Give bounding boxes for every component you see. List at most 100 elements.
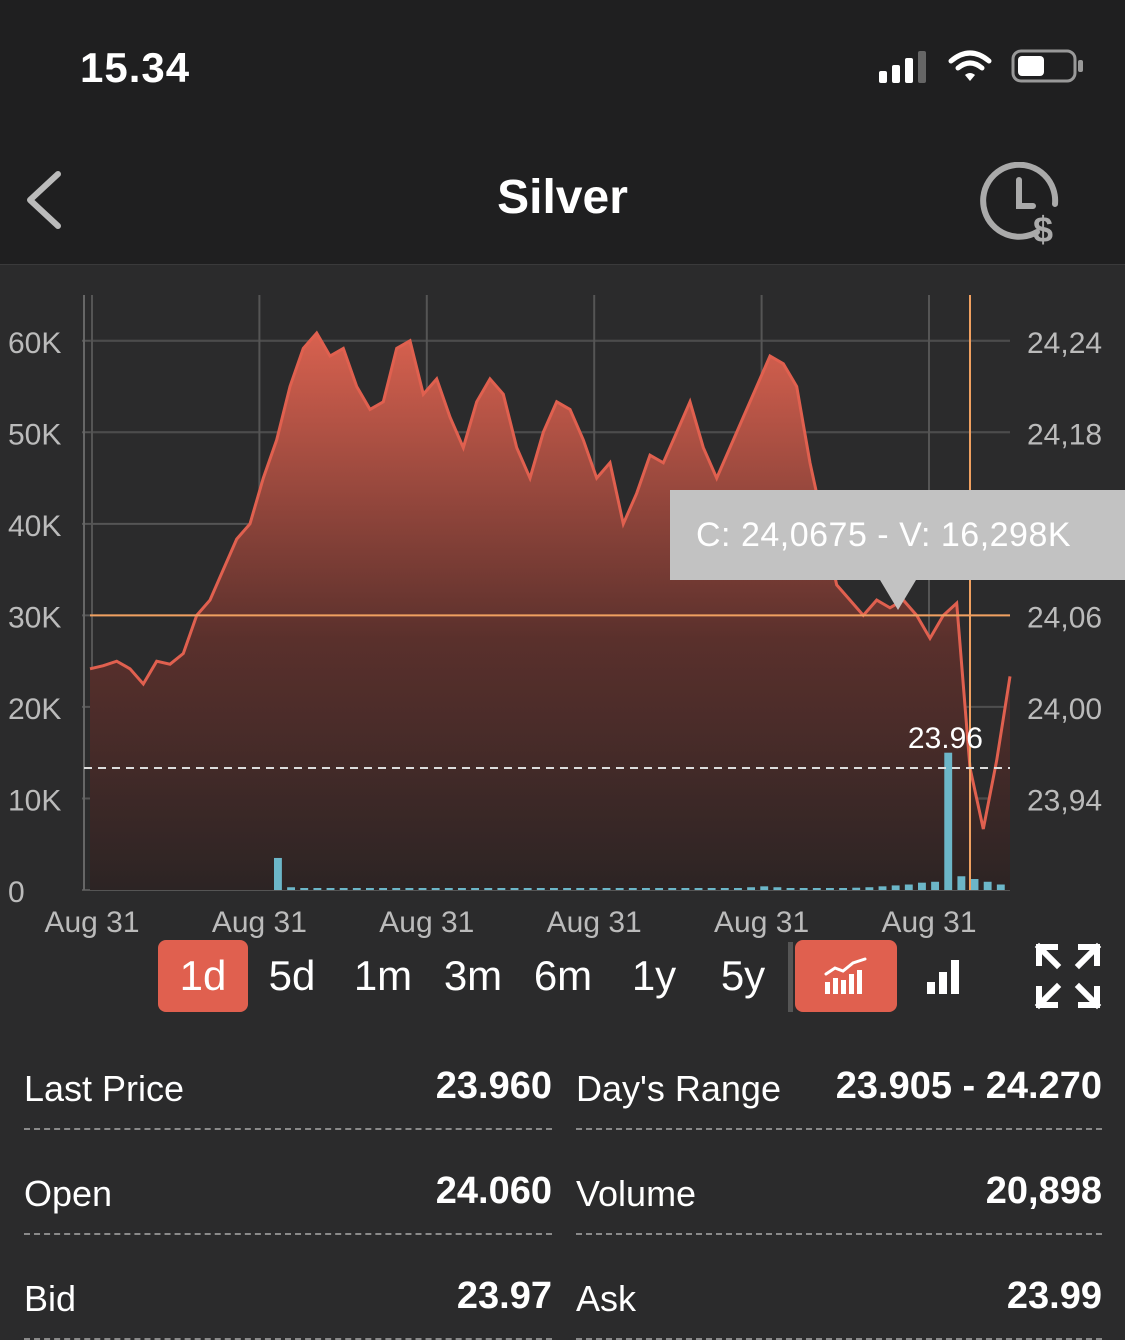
right-axis-tick: 24,06: [1027, 601, 1102, 634]
volume-bar: [300, 888, 309, 890]
stat-last-price: Last Price 23.960: [24, 1040, 552, 1130]
stat-ask: Ask 23.99: [576, 1250, 1102, 1340]
range-1y-button[interactable]: 1y: [631, 952, 677, 999]
volume-bar: [431, 888, 440, 890]
area-chart-mode-button[interactable]: [795, 940, 897, 1012]
volume-bar: [773, 887, 782, 890]
volume-bar: [471, 888, 480, 890]
volume-bar: [747, 887, 756, 890]
volume-bar: [918, 882, 926, 890]
left-axis-tick: 40K: [8, 510, 61, 543]
chevron-left-icon: [27, 171, 61, 229]
volume-bar: [681, 888, 690, 890]
right-axis-tick: 24,18: [1027, 418, 1102, 451]
x-axis-tick: Aug 31: [881, 906, 976, 939]
volume-bar: [852, 887, 861, 890]
bar-chart-icon: [927, 960, 959, 994]
signal-icon: [879, 51, 926, 83]
volume-bar: [287, 887, 296, 890]
volume-bar: [313, 888, 322, 890]
volume-bar: [734, 888, 742, 890]
volume-bar: [379, 888, 388, 890]
volume-bar: [970, 879, 979, 890]
volume-bar: [904, 884, 913, 890]
volume-bar: [707, 888, 716, 890]
price-area: [90, 333, 1010, 891]
volume-bar: [799, 888, 808, 890]
status-bar: 15.34: [0, 0, 1125, 140]
volume-bar: [602, 888, 611, 890]
area-chart-icon: [824, 957, 867, 994]
volume-bar: [812, 888, 821, 890]
volume-bar: [642, 888, 650, 890]
volume-bar: [944, 752, 953, 890]
range-6m-button[interactable]: 6m: [533, 952, 593, 999]
stat-value: 23.960: [435, 1065, 552, 1107]
volume-bar: [523, 888, 532, 890]
back-button[interactable]: [20, 170, 70, 230]
volume-bar: [589, 888, 598, 890]
stat-value: 23.99: [1006, 1275, 1102, 1317]
volume-bar: [274, 857, 282, 890]
volume-bar: [720, 888, 729, 890]
bar-chart-mode-button[interactable]: [905, 940, 985, 1012]
stat-value: 20,898: [985, 1170, 1102, 1212]
volume-bar: [615, 888, 624, 890]
stat-days-range: Day's Range 23.905 - 24.270: [576, 1040, 1102, 1130]
price-history-button[interactable]: $: [977, 161, 1067, 252]
right-axis-tick: 24,00: [1027, 693, 1102, 726]
range-5d-button[interactable]: 5d: [268, 952, 316, 999]
range-1d-button[interactable]: 1d: [158, 940, 248, 1012]
volume-bar: [668, 888, 677, 890]
volume-bar: [865, 887, 874, 890]
chart-svg[interactable]: 60K 50K 40K 30K 20K 10K 0 24,24 24,18 24,06 24,00 2…: [0, 265, 1125, 945]
volume-bar: [931, 881, 940, 890]
x-axis-tick: Aug 31: [44, 906, 139, 939]
volume-bar: [839, 888, 848, 890]
volume-bar: [576, 888, 585, 890]
volume-bar: [694, 888, 703, 890]
stat-value: 23.97: [456, 1275, 552, 1317]
fullscreen-button[interactable]: [1030, 940, 1106, 1012]
range-3m-button[interactable]: 3m: [443, 952, 503, 999]
stat-open: Open 24.060: [24, 1145, 552, 1235]
volume-bar: [891, 885, 900, 890]
left-axis-tick: 30K: [8, 601, 61, 634]
battery-icon: [1011, 49, 1083, 83]
stat-value: 24.060: [435, 1170, 552, 1212]
price-chart[interactable]: 60K 50K 40K 30K 20K 10K 0 24,24 24,18 24,06 24,00 2…: [0, 265, 1125, 945]
volume-bar: [444, 888, 453, 890]
stat-label: Open: [24, 1173, 113, 1214]
last-price-label: 23.96: [908, 722, 983, 755]
chart-tooltip: C: 24,0675 - V: 16,298K: [670, 490, 1125, 580]
range-controls: 1d 5d 1m 3m 6m 1y 5y: [0, 940, 1125, 1020]
left-axis-tick: 50K: [8, 418, 61, 451]
volume-bar: [550, 888, 558, 890]
range-1m-button[interactable]: 1m: [353, 952, 413, 999]
stat-label: Volume: [576, 1173, 697, 1214]
expand-icon: [1034, 942, 1102, 1010]
stat-label: Day's Range: [576, 1068, 781, 1109]
tooltip-arrow: [880, 580, 916, 610]
nav-bar: Silver $: [0, 140, 1125, 265]
page-title: Silver: [497, 171, 628, 224]
volume-bar: [628, 888, 637, 890]
left-axis-tick: 60K: [8, 327, 61, 360]
status-icons: [879, 48, 1085, 84]
volume-bar: [878, 886, 887, 890]
right-axis-tick: 23,94: [1027, 784, 1102, 817]
volume-bar: [826, 888, 834, 890]
range-5y-button[interactable]: 5y: [720, 952, 766, 999]
x-axis-tick: Aug 31: [212, 906, 307, 939]
volume-bar: [484, 888, 493, 890]
volume-bar: [418, 888, 427, 890]
volume-bar: [655, 888, 664, 890]
stat-volume: Volume 20,898: [576, 1145, 1102, 1235]
volume-bar: [957, 876, 966, 890]
controls-divider: [788, 942, 793, 1012]
stat-label: Bid: [24, 1278, 77, 1319]
left-axis-tick: 20K: [8, 693, 61, 726]
stat-bid: Bid 23.97: [24, 1250, 552, 1340]
volume-bar: [352, 888, 361, 890]
volume-bar: [983, 881, 992, 890]
